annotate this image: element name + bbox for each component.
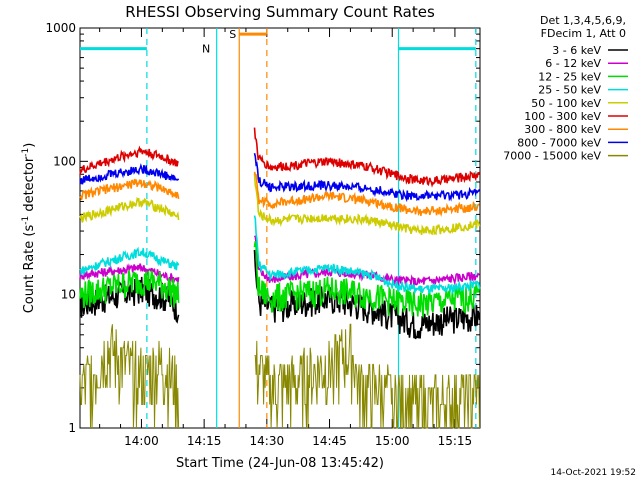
- flag-label: S: [229, 28, 236, 41]
- x-tick-label: 14:30: [250, 434, 285, 448]
- x-tick-label: 14:00: [124, 434, 159, 448]
- flag-bars: NS: [80, 28, 476, 56]
- series-line: [253, 249, 481, 340]
- series-line: [79, 196, 180, 223]
- series-group: [79, 127, 481, 429]
- series-line: [253, 153, 481, 203]
- series-line: [253, 173, 481, 236]
- legend-label: 100 - 300 keV: [524, 110, 601, 123]
- x-tick-label: 15:15: [438, 434, 473, 448]
- series-line: [253, 241, 481, 318]
- legend-header: FDecim 1, Att 0: [541, 27, 626, 40]
- plot-frame: [79, 27, 481, 429]
- x-tick-label: 15:00: [375, 434, 410, 448]
- legend-label: 12 - 25 keV: [538, 70, 601, 83]
- axes: 1 10 100 1000 14:00 14:15 14:30 14:45 15:00 15:15: [45, 21, 480, 448]
- series-line: [254, 323, 480, 429]
- legend-label: 6 - 12 keV: [545, 57, 601, 70]
- series-line: [79, 163, 180, 185]
- legend-label: 800 - 7000 keV: [517, 136, 601, 149]
- y-axis-label: Count Rate (s-1 detector-1): [21, 143, 37, 314]
- flag-label: N: [202, 43, 210, 56]
- x-tick-label: 14:45: [312, 434, 347, 448]
- series-line: [253, 215, 481, 295]
- legend-label: 50 - 100 keV: [531, 97, 601, 110]
- series-line: [79, 178, 180, 201]
- y-tick-label: 10: [61, 288, 76, 302]
- y-tick-label: 1000: [45, 21, 76, 35]
- y-tick-label: 1: [68, 421, 76, 435]
- legend-header: Det 1,3,4,5,6,9,: [540, 14, 626, 27]
- legend-label: 7000 - 15000 keV: [503, 150, 601, 163]
- series-line: [253, 127, 481, 188]
- x-tick-label: 14:15: [187, 434, 222, 448]
- legend-label: 25 - 50 keV: [538, 84, 601, 97]
- legend: Det 1,3,4,5,6,9,FDecim 1, Att 0 3 - 6 keV…: [503, 14, 628, 163]
- y-tick-label: 100: [53, 154, 76, 168]
- series-line: [253, 171, 480, 218]
- series-line: [79, 270, 180, 309]
- series-line: [79, 246, 180, 276]
- series-line: [79, 145, 180, 176]
- series-line: [253, 235, 480, 287]
- chart-title: RHESSI Observing Summary Count Rates: [125, 3, 435, 21]
- legend-label: 300 - 800 keV: [524, 123, 601, 136]
- legend-label: 3 - 6 keV: [552, 44, 601, 57]
- x-axis-label: Start Time (24-Jun-08 13:45:42): [176, 456, 384, 471]
- series-line: [79, 324, 180, 429]
- timestamp: 14-Oct-2021 19:52: [551, 468, 636, 478]
- series-line: [79, 263, 180, 285]
